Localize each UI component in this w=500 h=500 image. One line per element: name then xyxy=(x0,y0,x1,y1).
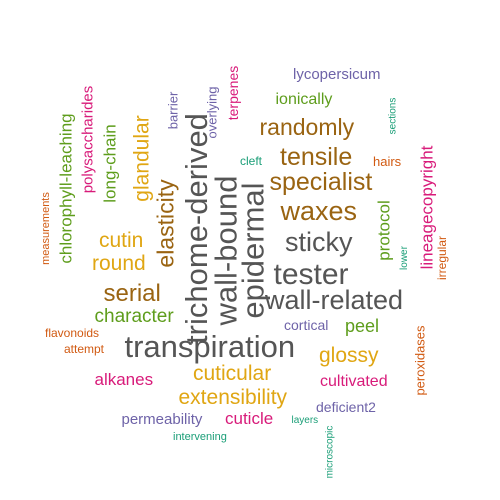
word-elasticity: elasticity xyxy=(152,178,179,268)
word-randomly: randomly xyxy=(259,113,355,140)
word-epidermal: epidermal xyxy=(235,181,271,319)
word-peel: peel xyxy=(345,316,380,336)
word-attempt: attempt xyxy=(64,342,105,356)
word-specialist: specialist xyxy=(269,167,373,196)
word-barrier: barrier xyxy=(165,91,181,129)
word-sections: sections xyxy=(386,97,398,135)
word-lineagecopyright: lineagecopyright xyxy=(417,145,437,269)
word-sticky: sticky xyxy=(285,226,353,257)
word-extensibility: extensibility xyxy=(178,385,288,409)
word-overlying: overlying xyxy=(204,85,220,139)
word-tensile: tensile xyxy=(280,142,353,171)
word-glossy: glossy xyxy=(319,343,379,367)
word-serial: serial xyxy=(103,280,161,307)
word-ionically: ionically xyxy=(275,91,333,108)
word-irregular: irregular xyxy=(435,235,450,281)
word-alkanes: alkanes xyxy=(94,369,154,389)
word-intervening: intervening xyxy=(173,430,227,443)
word-flavonoids: flavonoids xyxy=(45,326,100,340)
word-layers: layers xyxy=(291,415,319,426)
word-cuticular: cuticular xyxy=(193,361,272,385)
word-character: character xyxy=(94,305,174,327)
word-cortical: cortical xyxy=(284,317,329,333)
word-terpenes: terpenes xyxy=(225,65,242,121)
word-polysaccharides: polysaccharides xyxy=(79,85,97,193)
word-microscopic: microscopic xyxy=(323,425,335,479)
word-hairs: hairs xyxy=(373,153,402,169)
word-permeability: permeability xyxy=(121,410,203,428)
word-tester: tester xyxy=(273,258,349,291)
word-deficient2: deficient2 xyxy=(316,399,376,415)
word-cuticle: cuticle xyxy=(225,408,274,428)
word-long-chain: long-chain xyxy=(100,123,120,203)
word-trichome-derived: trichome-derived xyxy=(178,112,214,344)
word-measurements: measurements xyxy=(39,191,52,265)
word-transpiration: transpiration xyxy=(124,328,296,364)
word-cutin: cutin xyxy=(99,228,144,252)
word-glandular: glandular xyxy=(130,114,154,202)
word-cultivated: cultivated xyxy=(320,373,388,390)
word-cleft: cleft xyxy=(240,154,263,168)
word-protocol: protocol xyxy=(374,199,394,261)
word-chlorophyll-leaching: chlorophyll-leaching xyxy=(56,112,76,264)
word-waxes: waxes xyxy=(280,195,358,226)
word-lower: lower xyxy=(398,246,410,270)
word-round: round xyxy=(92,251,146,275)
word-wall-related: wall-related xyxy=(265,284,404,315)
word-lycopersicum: lycopersicum xyxy=(293,65,381,83)
word-peroxidases: peroxidases xyxy=(412,324,428,396)
